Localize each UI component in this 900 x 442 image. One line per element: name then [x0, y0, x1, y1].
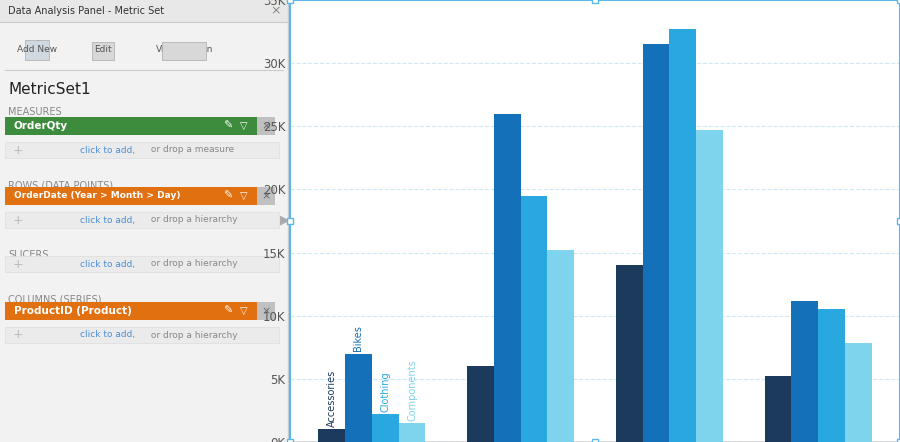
FancyBboxPatch shape — [5, 212, 279, 228]
Text: ×: × — [271, 4, 281, 18]
Bar — [494, 114, 520, 442]
Text: click to add,: click to add, — [80, 145, 135, 155]
Text: click to add,: click to add, — [80, 331, 135, 339]
Text: or drop a hierarchy: or drop a hierarchy — [148, 259, 238, 268]
Text: ▽: ▽ — [240, 191, 248, 201]
Text: or drop a hierarchy: or drop a hierarchy — [148, 216, 238, 225]
FancyBboxPatch shape — [257, 187, 275, 205]
Text: MetricSet1: MetricSet1 — [8, 83, 91, 98]
FancyBboxPatch shape — [5, 142, 279, 158]
Text: or drop a measure: or drop a measure — [148, 145, 234, 155]
Text: ProductID (Product): ProductID (Product) — [14, 306, 132, 316]
Text: click to add,: click to add, — [80, 216, 135, 225]
Text: ✎: ✎ — [223, 121, 233, 131]
Text: Visualization: Visualization — [157, 46, 213, 54]
Text: ×: × — [261, 121, 271, 131]
FancyBboxPatch shape — [257, 117, 275, 135]
Text: ▽: ▽ — [240, 306, 248, 316]
Bar — [697, 130, 723, 442]
Bar — [345, 354, 372, 442]
Text: ×: × — [261, 306, 271, 316]
Text: ▽: ▽ — [240, 121, 248, 131]
FancyBboxPatch shape — [5, 187, 257, 205]
Text: click to add,: click to add, — [80, 259, 135, 268]
Text: ▶: ▶ — [280, 213, 290, 226]
Text: Components: Components — [407, 359, 417, 420]
Text: +: + — [30, 37, 46, 56]
Bar — [791, 301, 818, 442]
Text: +: + — [13, 213, 23, 226]
Text: ROWS (DATA POINTS): ROWS (DATA POINTS) — [8, 180, 113, 190]
Text: OrderQty: OrderQty — [14, 121, 68, 131]
FancyBboxPatch shape — [5, 302, 257, 320]
FancyBboxPatch shape — [25, 40, 49, 60]
Bar — [467, 366, 494, 442]
Text: Edit: Edit — [94, 46, 112, 54]
Text: MEASURES: MEASURES — [8, 107, 61, 117]
Text: SLICERS: SLICERS — [8, 250, 49, 260]
Text: Add New: Add New — [17, 46, 57, 54]
Text: ×: × — [261, 191, 271, 201]
Bar — [399, 423, 426, 442]
Bar — [818, 309, 845, 442]
Text: Clothing: Clothing — [380, 371, 391, 412]
Text: +: + — [13, 144, 23, 156]
Bar — [765, 376, 791, 442]
Text: +: + — [13, 258, 23, 271]
FancyBboxPatch shape — [5, 256, 279, 272]
FancyBboxPatch shape — [5, 327, 279, 343]
Text: or drop a hierarchy: or drop a hierarchy — [148, 331, 238, 339]
FancyBboxPatch shape — [92, 42, 114, 60]
Text: Bikes: Bikes — [354, 325, 364, 351]
Bar — [372, 414, 399, 442]
FancyBboxPatch shape — [257, 302, 275, 320]
Bar — [547, 250, 574, 442]
Text: ✎: ✎ — [223, 191, 233, 201]
Text: ✎: ✎ — [223, 306, 233, 316]
FancyBboxPatch shape — [0, 0, 288, 22]
Text: COLUMNS (SERIES): COLUMNS (SERIES) — [8, 295, 102, 305]
FancyBboxPatch shape — [5, 117, 257, 135]
Bar — [670, 29, 697, 442]
Bar — [319, 429, 345, 442]
Text: Accessories: Accessories — [327, 370, 337, 427]
Text: OrderDate (Year > Month > Day): OrderDate (Year > Month > Day) — [14, 191, 181, 201]
Text: +: + — [13, 328, 23, 342]
FancyBboxPatch shape — [162, 42, 206, 60]
Bar — [520, 196, 547, 442]
Bar — [643, 44, 670, 442]
Bar — [845, 343, 872, 442]
Text: Data Analysis Panel - Metric Set: Data Analysis Panel - Metric Set — [8, 6, 164, 16]
Bar — [616, 265, 643, 442]
